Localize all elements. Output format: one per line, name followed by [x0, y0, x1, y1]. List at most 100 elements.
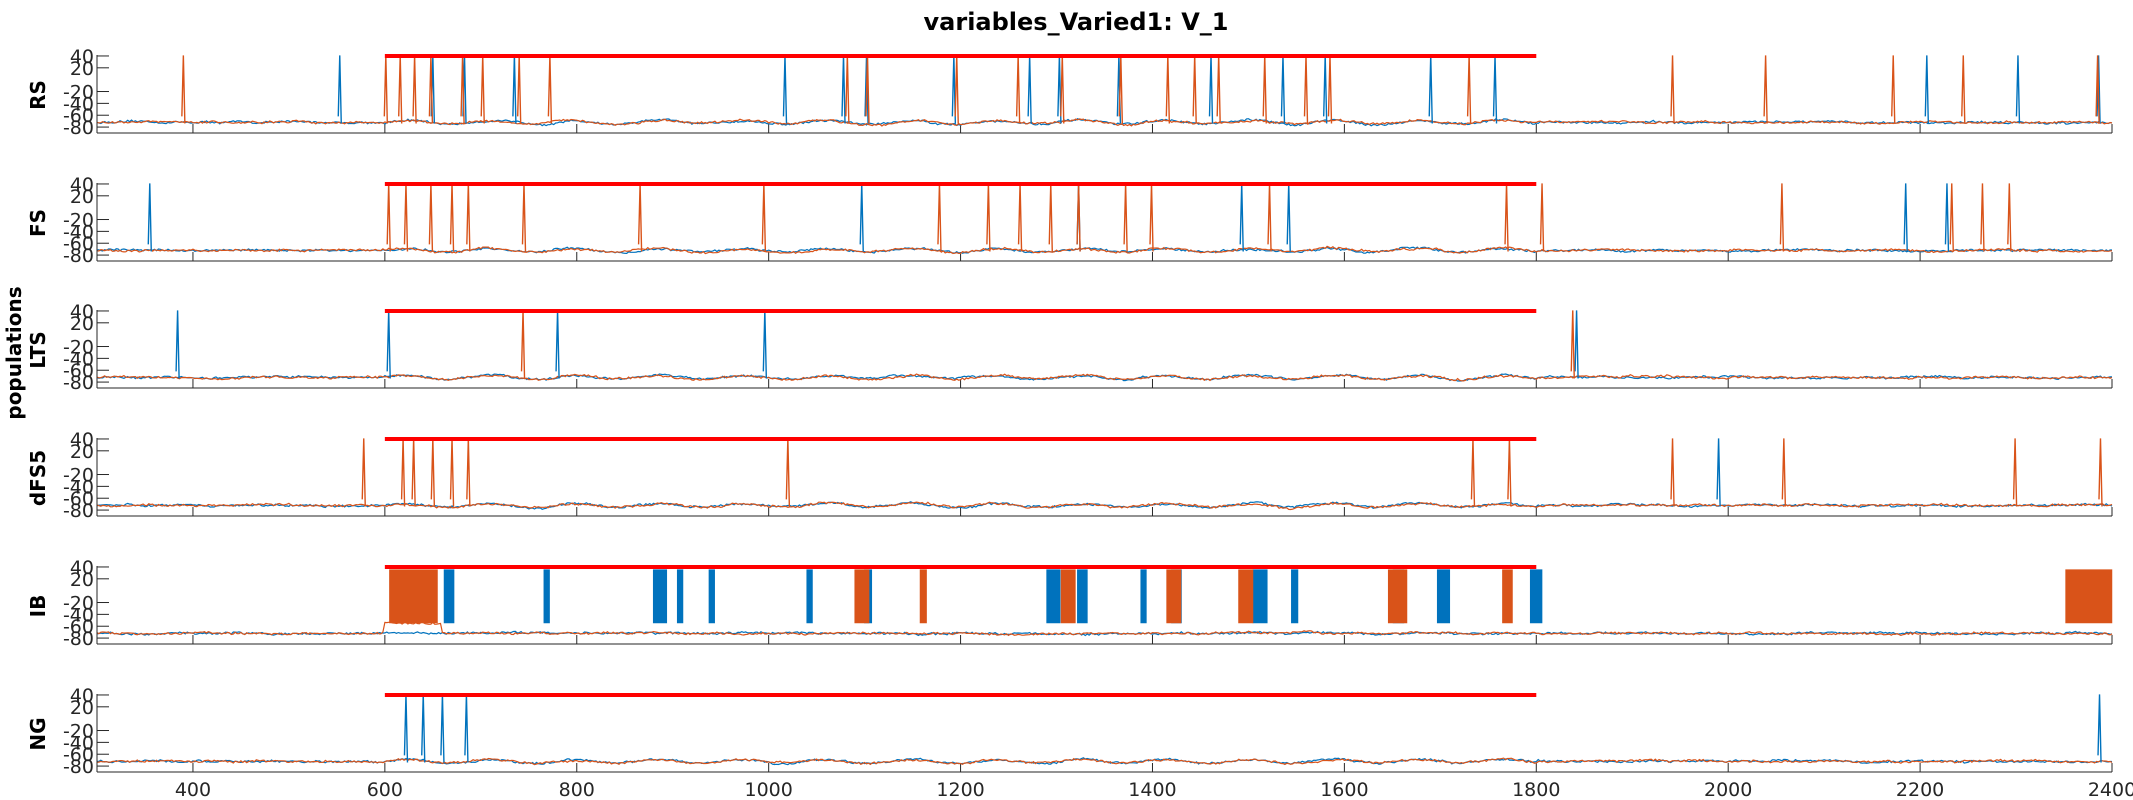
spike-series2 — [1192, 55, 1197, 124]
y-tick-label: -60 — [63, 744, 94, 766]
spike-series1 — [762, 310, 768, 379]
spike-series1 — [1428, 55, 1433, 124]
y-tick-label: -20 — [63, 593, 94, 615]
spike-series2 — [1017, 183, 1023, 252]
spike-series1 — [421, 694, 426, 763]
spike-series2 — [449, 438, 455, 507]
panel-label: FS — [26, 209, 50, 237]
spike-series2 — [400, 438, 406, 507]
spike-series2 — [1048, 183, 1053, 252]
spike-series2 — [398, 55, 403, 124]
spike-series2 — [1507, 438, 1512, 507]
spike-series2 — [403, 183, 409, 252]
spike-series1 — [464, 694, 469, 763]
spike-series1 — [1322, 55, 1328, 124]
spike-series2 — [383, 55, 389, 124]
burst-series1 — [1291, 569, 1299, 624]
spike-series2 — [1779, 183, 1785, 252]
spike-series2 — [1891, 55, 1896, 124]
spike-series2 — [2095, 55, 2100, 124]
spike-series2 — [1466, 55, 1472, 124]
burst-series1 — [1140, 569, 1147, 624]
spike-series2 — [785, 438, 791, 507]
spike-series2 — [1015, 55, 1021, 124]
spike-series2 — [954, 55, 959, 124]
y-tick-label: -40 — [63, 221, 94, 243]
spike-series2 — [1949, 183, 1954, 252]
spike-series2 — [466, 438, 471, 507]
y-tick-label: 40 — [70, 46, 94, 68]
burst-series1 — [1046, 569, 1061, 624]
spike-series2 — [1781, 438, 1787, 507]
spike-series2 — [937, 183, 942, 252]
spike-series2 — [845, 55, 850, 124]
spike-series2 — [1165, 55, 1171, 124]
x-tick-label: 2400 — [2088, 779, 2133, 800]
y-tick-label: 40 — [70, 557, 94, 579]
x-tick-label: 2000 — [1704, 779, 1752, 800]
burst-series1 — [806, 569, 813, 624]
spike-series2 — [986, 183, 991, 252]
spike-series2 — [1303, 55, 1309, 124]
spike-series1 — [1903, 183, 1908, 252]
burst-series2 — [919, 569, 927, 624]
burst-series1 — [1529, 569, 1543, 624]
spike-series1 — [337, 55, 342, 124]
spike-series1 — [2015, 55, 2021, 124]
spike-series2 — [2007, 183, 2012, 252]
spike-series2 — [411, 438, 416, 507]
spike-series2 — [1670, 438, 1675, 507]
y-tick-label: -80 — [63, 756, 94, 778]
y-tick-label: -60 — [63, 488, 94, 510]
x-tick-label: 600 — [367, 779, 403, 800]
y-tick-label: -80 — [63, 628, 94, 650]
y-tick-label: -80 — [63, 117, 94, 139]
spike-series1 — [1924, 55, 1930, 124]
spike-series2 — [1539, 183, 1545, 252]
trace-series2 — [96, 757, 2113, 766]
y-tick-label: -40 — [63, 476, 94, 498]
spike-series2 — [466, 183, 471, 252]
y-tick-label: -20 — [63, 210, 94, 232]
spike-series1 — [386, 310, 391, 379]
spike-series2 — [1570, 310, 1575, 379]
y-tick-label: 20 — [70, 186, 94, 208]
spike-series2 — [521, 183, 527, 252]
burst-series2 — [389, 569, 438, 624]
spike-series1 — [782, 55, 788, 124]
trace-series1 — [96, 117, 2112, 127]
burst-series1 — [443, 569, 455, 624]
x-tick-label: 800 — [559, 779, 595, 800]
burst-series1 — [652, 569, 668, 624]
spike-series2 — [637, 183, 643, 252]
panel-label: NG — [26, 717, 50, 750]
panels: 4020-20-40-60-80RS4020-20-40-60-80FS4020… — [26, 46, 2133, 800]
burst-series2 — [1387, 569, 1408, 624]
panel-label: IB — [26, 595, 50, 618]
panel-label: LTS — [26, 331, 50, 368]
y-tick-label: 20 — [70, 697, 94, 719]
y-group-label: populations — [2, 286, 26, 419]
y-tick-label: -40 — [63, 604, 94, 626]
spike-series2 — [1076, 183, 1081, 252]
y-tick-label: 20 — [70, 58, 94, 80]
spike-series1 — [512, 55, 517, 124]
y-tick-label: 40 — [70, 301, 94, 323]
spike-series2 — [1763, 55, 1768, 124]
y-tick-label: 20 — [70, 313, 94, 335]
chart-title: variables_Varied1: V_1 — [924, 8, 1229, 36]
burst-series2 — [2065, 569, 2113, 624]
spike-series1 — [2097, 694, 2102, 763]
y-tick-label: 20 — [70, 441, 94, 463]
spike-series2 — [449, 183, 455, 252]
burst-series1 — [1436, 569, 1451, 624]
spike-series1 — [147, 183, 152, 252]
burst-series1 — [1077, 569, 1088, 624]
spike-series1 — [440, 694, 445, 763]
spike-series2 — [2012, 438, 2018, 507]
spike-series1 — [403, 694, 409, 763]
spike-series2 — [1470, 438, 1476, 507]
spike-series2 — [547, 55, 553, 124]
